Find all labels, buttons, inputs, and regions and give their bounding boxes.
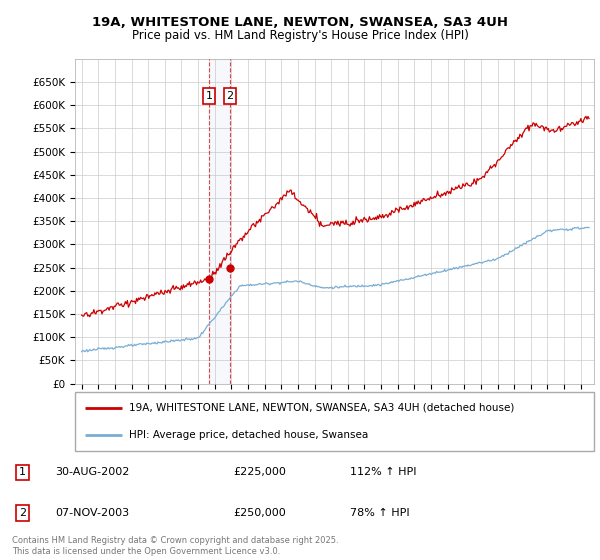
Text: HPI: Average price, detached house, Swansea: HPI: Average price, detached house, Swan… [130, 430, 369, 440]
Text: Contains HM Land Registry data © Crown copyright and database right 2025.
This d: Contains HM Land Registry data © Crown c… [12, 536, 338, 556]
Text: 19A, WHITESTONE LANE, NEWTON, SWANSEA, SA3 4UH: 19A, WHITESTONE LANE, NEWTON, SWANSEA, S… [92, 16, 508, 29]
FancyBboxPatch shape [75, 392, 594, 451]
Text: 1: 1 [19, 468, 26, 478]
Text: 1: 1 [206, 91, 212, 101]
Text: 112% ↑ HPI: 112% ↑ HPI [350, 468, 416, 478]
Text: 78% ↑ HPI: 78% ↑ HPI [350, 508, 409, 518]
Text: £250,000: £250,000 [233, 508, 286, 518]
Text: £225,000: £225,000 [233, 468, 286, 478]
Bar [209, 59, 230, 384]
Text: 07-NOV-2003: 07-NOV-2003 [56, 508, 130, 518]
Text: 2: 2 [19, 508, 26, 518]
Text: 30-AUG-2002: 30-AUG-2002 [56, 468, 130, 478]
Text: 19A, WHITESTONE LANE, NEWTON, SWANSEA, SA3 4UH (detached house): 19A, WHITESTONE LANE, NEWTON, SWANSEA, S… [130, 403, 515, 413]
Text: Price paid vs. HM Land Registry's House Price Index (HPI): Price paid vs. HM Land Registry's House … [131, 29, 469, 42]
Text: 2: 2 [226, 91, 233, 101]
